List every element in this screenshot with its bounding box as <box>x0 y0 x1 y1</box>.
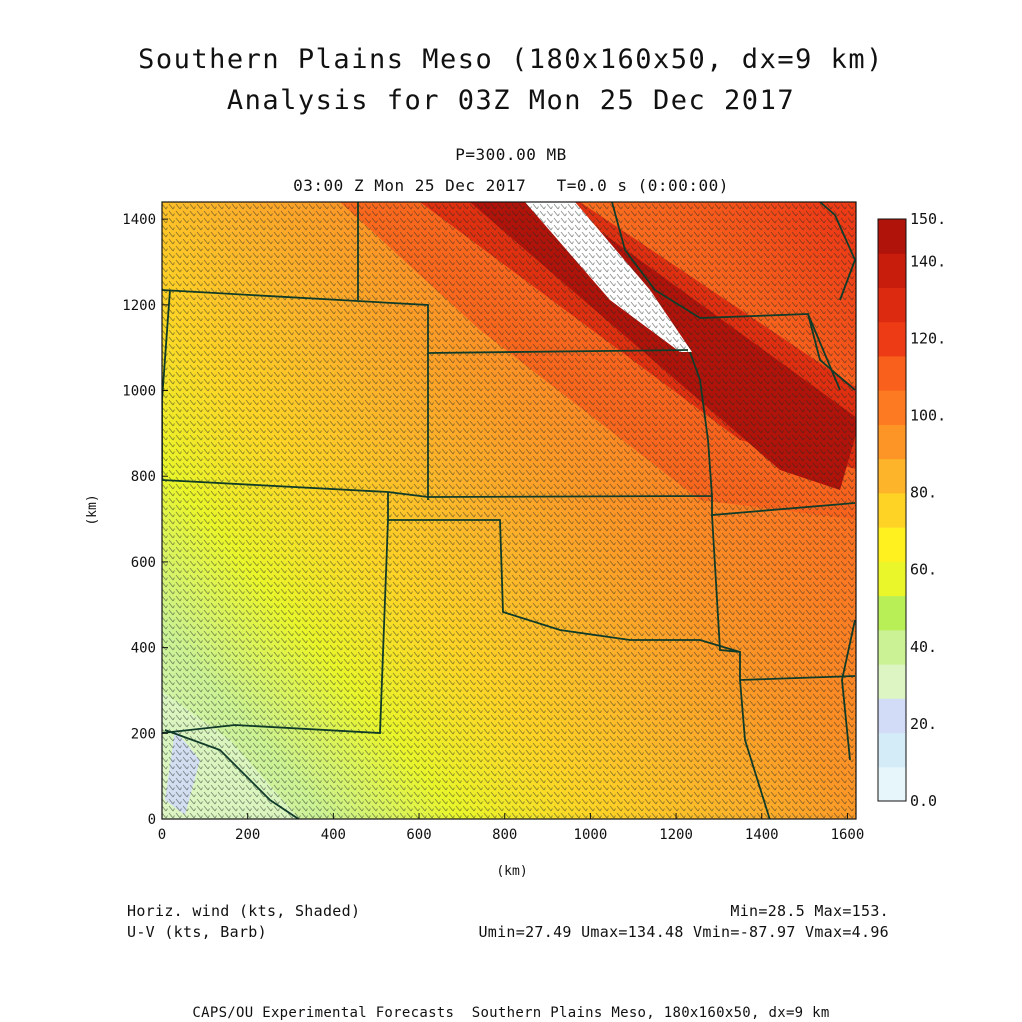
x-tick-label: 1200 <box>659 827 693 843</box>
border-minnesota-iowa <box>611 202 701 319</box>
colorbar-label: 0.0 <box>910 792 937 810</box>
colorbar-swatch <box>878 458 906 494</box>
colorbar-label: 40. <box>910 638 937 656</box>
credit-line: CAPS/OU Experimental Forecasts Southern … <box>192 1005 830 1021</box>
colorbar-swatch <box>878 766 906 802</box>
y-tick-label: 200 <box>131 726 156 742</box>
y-tick-label: 0 <box>148 812 156 828</box>
x-tick-label: 400 <box>321 827 346 843</box>
y-tick-label: 1000 <box>122 384 156 400</box>
border-mississippi <box>841 619 856 761</box>
field-barb-label: U-V (kts, Barb) <box>127 923 267 941</box>
colorbar-frame <box>877 218 907 802</box>
border-utah <box>162 289 171 480</box>
border-oklahoma-texas <box>387 492 741 653</box>
border-louisiana <box>739 679 771 819</box>
y-tick-label: 1400 <box>122 212 156 228</box>
colorbar-swatch <box>878 492 906 528</box>
x-axis-ticks: 0 200 400 600 800 1000 1200 1400 1600 <box>158 813 865 843</box>
colorbar-swatch <box>878 561 906 597</box>
border-nebraska-kansas <box>427 349 689 354</box>
x-tick-label: 200 <box>235 827 260 843</box>
colorbar-swatch <box>878 287 906 323</box>
uv-stats-text: Umin=27.49 Umax=134.48 Vmin=-87.97 Vmax=… <box>478 923 889 941</box>
colorbar-swatch <box>878 595 906 631</box>
colorbar-swatch <box>878 390 906 425</box>
y-axis-label: (km) <box>85 494 100 525</box>
border-illinois <box>807 313 841 391</box>
colorbar-swatch <box>878 253 906 288</box>
colorbar: 0.0 20. 40. 60. 80. 100. 120. 140. 150. <box>877 210 946 810</box>
colorbar-label: 150. <box>910 210 946 228</box>
y-tick-label: 600 <box>131 555 156 571</box>
y-tick-label: 1200 <box>122 298 156 314</box>
border-arkansas <box>711 514 856 681</box>
x-axis-label: (km) <box>496 864 527 879</box>
plot-frame <box>161 201 857 820</box>
y-axis-ticks: 0 200 400 600 800 1000 1200 1400 <box>122 212 168 828</box>
colorbar-swatch <box>878 355 906 391</box>
y-tick-label: 400 <box>131 641 156 657</box>
state-borders <box>162 202 856 819</box>
colorbar-label: 120. <box>910 329 946 347</box>
colorbar-swatch <box>878 321 906 357</box>
field-shaded-label: Horiz. wind (kts, Shaded) <box>127 902 361 920</box>
wind-barbs <box>162 202 856 819</box>
border-colorado-north <box>162 289 429 500</box>
colorbar-label: 20. <box>910 715 937 733</box>
colorbar-swatch <box>878 527 906 562</box>
colorbar-swatch <box>878 424 906 460</box>
colorbar-swatch <box>878 732 906 768</box>
title-line-2: Analysis for 03Z Mon 25 Dec 2017 <box>226 85 796 116</box>
valid-time: 03:00 Z Mon 25 Dec 2017 T=0.0 s (0:00:00… <box>293 176 729 195</box>
x-tick-label: 1600 <box>831 827 865 843</box>
colorbar-label: 60. <box>910 561 937 579</box>
x-tick-label: 800 <box>492 827 517 843</box>
colorbar-swatch <box>878 664 906 699</box>
colorbar-label: 140. <box>910 252 946 270</box>
colorbar-swatch <box>878 219 906 254</box>
y-tick-label: 800 <box>131 469 156 485</box>
x-tick-label: 1000 <box>574 827 608 843</box>
border-new-mexico-texas <box>162 519 389 734</box>
pressure-level: P=300.00 MB <box>455 145 567 164</box>
min-max-text: Min=28.5 Max=153. <box>730 902 889 920</box>
colorbar-swatch <box>878 629 906 665</box>
x-tick-label: 600 <box>406 827 431 843</box>
border-rio-grande <box>164 729 301 819</box>
wind-speed-shading <box>162 202 856 819</box>
border-wisconsin <box>819 202 856 301</box>
colorbar-label: 80. <box>910 484 937 502</box>
border-iowa-missouri <box>699 313 856 391</box>
x-tick-label: 0 <box>158 827 166 843</box>
colorbar-label: 100. <box>910 407 946 425</box>
x-tick-label: 1400 <box>745 827 779 843</box>
title-line-1: Southern Plains Meso (180x160x50, dx=9 k… <box>138 44 884 75</box>
colorbar-swatch <box>878 698 906 734</box>
